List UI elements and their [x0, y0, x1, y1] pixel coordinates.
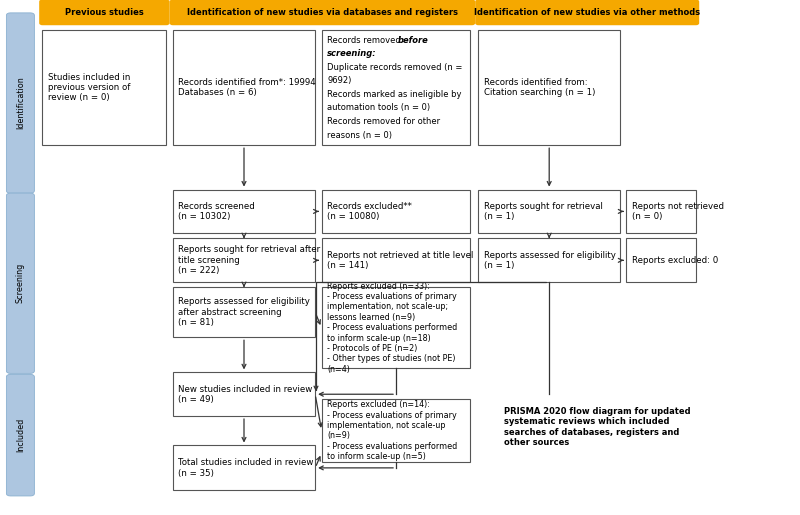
Text: Total studies included in review
(n = 35): Total studies included in review (n = 35… — [178, 458, 314, 477]
Text: 9692): 9692) — [327, 76, 351, 85]
Text: Reports sought for retrieval after
title screening
(n = 222): Reports sought for retrieval after title… — [178, 246, 321, 275]
Text: Records excluded**
(n = 10080): Records excluded** (n = 10080) — [327, 202, 412, 221]
Text: Records removed: Records removed — [327, 36, 403, 45]
FancyBboxPatch shape — [478, 238, 620, 282]
Text: New studies included in review
(n = 49): New studies included in review (n = 49) — [178, 385, 313, 404]
Text: Identification of new studies via other methods: Identification of new studies via other … — [474, 8, 700, 17]
Text: screening:: screening: — [327, 49, 377, 58]
Text: Duplicate records removed (n =: Duplicate records removed (n = — [327, 63, 462, 72]
FancyBboxPatch shape — [173, 287, 315, 337]
Text: Identification of new studies via databases and registers: Identification of new studies via databa… — [187, 8, 458, 17]
FancyBboxPatch shape — [322, 190, 470, 233]
FancyBboxPatch shape — [39, 0, 170, 25]
FancyBboxPatch shape — [322, 287, 470, 368]
FancyBboxPatch shape — [173, 238, 315, 282]
Text: Records removed for other: Records removed for other — [327, 117, 440, 126]
Text: Studies included in
previous version of
review (n = 0): Studies included in previous version of … — [48, 73, 130, 102]
Text: Reports excluded (n=14):
- Process evaluations of primary
implementation, not sc: Reports excluded (n=14): - Process evalu… — [327, 400, 458, 461]
Text: Reports assessed for eligibility
(n = 1): Reports assessed for eligibility (n = 1) — [484, 251, 616, 270]
FancyBboxPatch shape — [173, 190, 315, 233]
Text: Reports not retrieved
(n = 0): Reports not retrieved (n = 0) — [632, 202, 724, 221]
FancyBboxPatch shape — [626, 238, 696, 282]
Text: Screening: Screening — [16, 263, 25, 303]
FancyBboxPatch shape — [170, 0, 475, 25]
Text: Reports not retrieved at title level
(n = 141): Reports not retrieved at title level (n … — [327, 251, 474, 270]
Text: Previous studies: Previous studies — [65, 8, 144, 17]
Text: Identification: Identification — [16, 77, 25, 129]
FancyBboxPatch shape — [6, 374, 34, 496]
Text: reasons (n = 0): reasons (n = 0) — [327, 130, 392, 140]
FancyBboxPatch shape — [322, 238, 470, 282]
Text: Reports excluded: 0: Reports excluded: 0 — [632, 256, 718, 265]
FancyBboxPatch shape — [173, 445, 315, 490]
FancyBboxPatch shape — [6, 193, 34, 373]
FancyBboxPatch shape — [322, 399, 470, 462]
FancyBboxPatch shape — [478, 30, 620, 145]
Text: before: before — [398, 36, 428, 45]
FancyBboxPatch shape — [173, 30, 315, 145]
FancyBboxPatch shape — [475, 0, 699, 25]
Text: Included: Included — [16, 418, 25, 452]
Text: Records identified from*: 19994
Databases (n = 6): Records identified from*: 19994 Database… — [178, 78, 316, 97]
Text: Reports assessed for eligibility
after abstract screening
(n = 81): Reports assessed for eligibility after a… — [178, 298, 310, 327]
Text: PRISMA 2020 flow diagram for updated
systematic reviews which included
searches : PRISMA 2020 flow diagram for updated sys… — [504, 407, 690, 447]
FancyBboxPatch shape — [6, 13, 34, 193]
Text: Reports excluded (n=33):
- Process evaluations of primary
implementation, not sc: Reports excluded (n=33): - Process evalu… — [327, 282, 458, 374]
FancyBboxPatch shape — [626, 190, 696, 233]
Text: Reports sought for retrieval
(n = 1): Reports sought for retrieval (n = 1) — [484, 202, 603, 221]
FancyBboxPatch shape — [478, 190, 620, 233]
Text: Records screened
(n = 10302): Records screened (n = 10302) — [178, 202, 255, 221]
Text: Records identified from:
Citation searching (n = 1): Records identified from: Citation search… — [484, 78, 595, 97]
FancyBboxPatch shape — [173, 372, 315, 416]
FancyBboxPatch shape — [42, 30, 166, 145]
Text: automation tools (n = 0): automation tools (n = 0) — [327, 104, 430, 112]
Text: Records marked as ineligible by: Records marked as ineligible by — [327, 90, 462, 99]
FancyBboxPatch shape — [322, 30, 470, 145]
